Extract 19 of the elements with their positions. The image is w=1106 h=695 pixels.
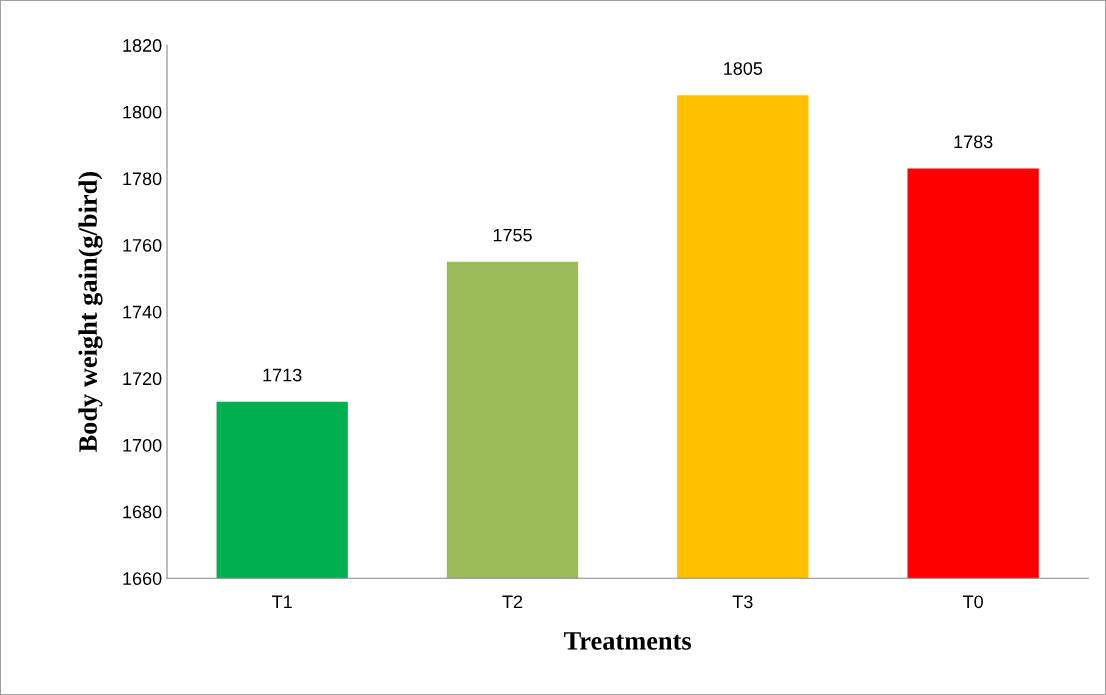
data-label: 1805: [724, 62, 763, 75]
y-tick-label: 1760: [123, 239, 162, 252]
y-tick-label: 1720: [123, 372, 162, 386]
y-tick-label: 1700: [123, 438, 162, 452]
x-tick-label: T2: [502, 595, 523, 608]
data-label: 1713: [263, 368, 302, 382]
y-tick-label: 1740: [123, 305, 162, 319]
x-tick-label: T3: [732, 595, 753, 609]
y-tick-label: 1800: [123, 105, 162, 119]
x-tick-label: T1: [272, 595, 292, 608]
y-tick-label: 1780: [123, 172, 162, 186]
y-tick-label: 1820: [123, 39, 162, 52]
x-tick-label: T0: [963, 595, 983, 609]
y-tick-label: 1660: [123, 572, 162, 585]
y-axis-title: Body weight gain(g/bird): [78, 172, 103, 453]
data-label: 1783: [954, 135, 993, 149]
x-axis-title: Treatments: [564, 632, 692, 650]
y-tick-label: 1680: [123, 505, 162, 519]
data-label: 1755: [493, 228, 532, 242]
